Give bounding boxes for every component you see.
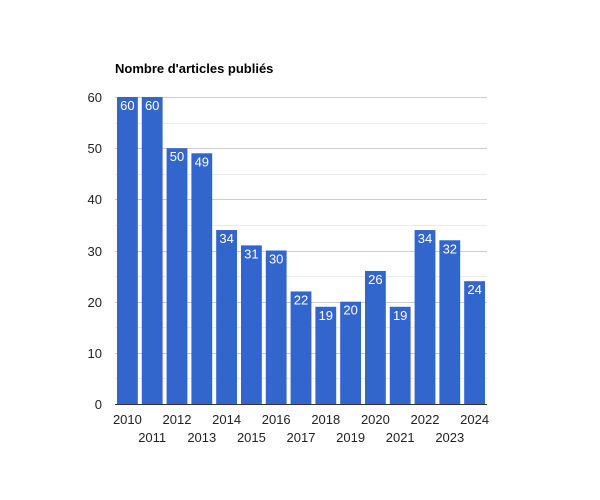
bar <box>166 148 188 404</box>
data-label: 26 <box>368 272 382 287</box>
x-tick-label: 2024 <box>460 412 489 427</box>
data-label: 34 <box>418 231 432 246</box>
chart-title: Nombre d'articles publiés <box>115 61 274 76</box>
bar <box>315 306 337 404</box>
data-label: 31 <box>244 246 258 261</box>
bar <box>141 97 163 404</box>
data-label: 19 <box>393 308 407 323</box>
bar <box>439 240 461 404</box>
data-label: 19 <box>319 308 333 323</box>
y-tick-label: 20 <box>88 295 102 310</box>
bar <box>290 291 312 404</box>
bar <box>216 230 238 404</box>
x-tick-label: 2014 <box>212 412 241 427</box>
bar <box>240 245 262 404</box>
bar <box>191 153 213 404</box>
data-label: 60 <box>120 98 134 113</box>
x-tick-label: 2015 <box>237 430 266 445</box>
x-tick-label: 2020 <box>361 412 390 427</box>
bar <box>340 301 362 404</box>
data-label: 30 <box>269 252 283 267</box>
x-tick-label: 2018 <box>311 412 340 427</box>
data-label: 22 <box>294 292 308 307</box>
bar <box>414 230 436 404</box>
data-label: 20 <box>343 303 357 318</box>
x-tick-label: 2013 <box>187 430 216 445</box>
x-tick-label: 2010 <box>113 412 142 427</box>
data-label: 34 <box>219 231 233 246</box>
data-label: 49 <box>195 154 209 169</box>
x-tick-label: 2017 <box>287 430 316 445</box>
x-tick-label: 2021 <box>386 430 415 445</box>
y-tick-label: 40 <box>88 192 102 207</box>
data-label: 60 <box>145 98 159 113</box>
y-tick-label: 50 <box>88 141 102 156</box>
x-tick-label: 2019 <box>336 430 365 445</box>
bar <box>265 250 287 404</box>
x-tick-label: 2016 <box>262 412 291 427</box>
data-label: 24 <box>467 282 481 297</box>
bar <box>389 306 411 404</box>
bar <box>116 97 138 404</box>
bar <box>464 281 486 404</box>
x-tick-label: 2023 <box>435 430 464 445</box>
y-tick-label: 60 <box>88 90 102 105</box>
bar <box>364 270 386 404</box>
data-label: 32 <box>443 241 457 256</box>
data-label: 50 <box>170 149 184 164</box>
y-tick-label: 0 <box>95 397 102 412</box>
x-tick-label: 2011 <box>138 430 166 445</box>
y-tick-label: 30 <box>88 244 102 259</box>
x-tick-label: 2012 <box>163 412 192 427</box>
x-tick-label: 2022 <box>411 412 440 427</box>
y-tick-label: 10 <box>88 346 102 361</box>
